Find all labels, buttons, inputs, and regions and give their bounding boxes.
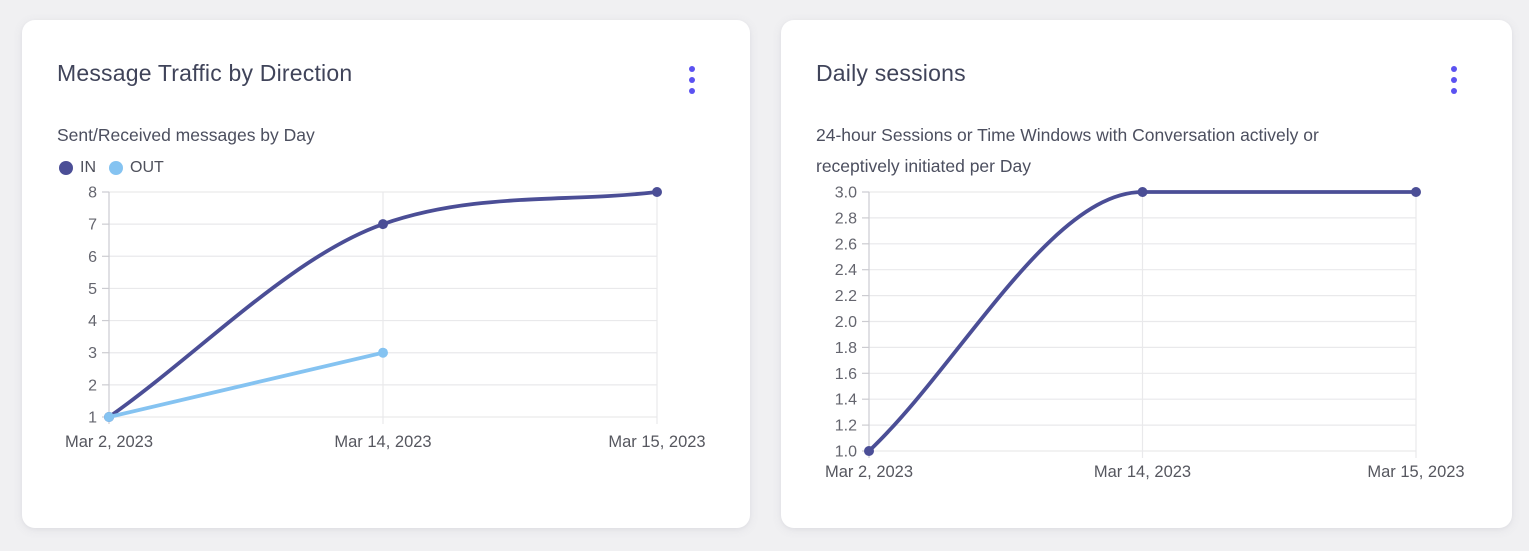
card-menu-button[interactable]	[678, 62, 706, 98]
legend-dot-icon	[109, 161, 123, 175]
y-tick-label: 2.8	[835, 210, 857, 227]
y-tick-label: 1.6	[835, 366, 857, 383]
kebab-menu-icon	[688, 76, 696, 84]
legend-label: OUT	[130, 159, 164, 176]
x-tick-label: Mar 14, 2023	[334, 433, 431, 451]
chart-legend: IN OUT	[59, 159, 164, 177]
y-tick-label: 1.0	[835, 444, 857, 461]
card-menu-button[interactable]	[1440, 62, 1468, 98]
kebab-menu-icon	[688, 87, 696, 95]
data-point-marker[interactable]	[1137, 187, 1148, 197]
legend-dot-icon	[59, 161, 73, 175]
data-point-marker[interactable]	[104, 412, 114, 422]
y-tick-label: 8	[88, 185, 97, 202]
y-tick-label: 2.2	[835, 288, 857, 305]
y-tick-label: 3.0	[835, 185, 857, 202]
chart-subtitle: Sent/Received messages by Day	[57, 125, 315, 145]
x-tick-label: Mar 15, 2023	[608, 433, 705, 451]
message-traffic-line-chart: 8 7 6 5 4 3 2 1 Mar 2, 2023 Mar 14, 2023 Mar 15, 2…	[65, 185, 706, 452]
card-title: Daily sessions	[816, 60, 966, 86]
kebab-menu-icon	[1450, 76, 1458, 84]
kebab-menu-icon	[688, 65, 696, 73]
y-tick-label: 1.4	[835, 392, 857, 409]
y-tick-label: 5	[88, 281, 97, 298]
x-tick-label: Mar 2, 2023	[65, 433, 153, 451]
data-point-marker[interactable]	[652, 187, 662, 197]
y-tick-label: 2.6	[835, 236, 857, 253]
x-tick-label: Mar 15, 2023	[1367, 463, 1464, 481]
legend-item-out[interactable]: OUT	[109, 159, 164, 177]
legend-label: IN	[80, 159, 96, 176]
data-point-marker[interactable]	[864, 446, 874, 456]
card-title: Message Traffic by Direction	[57, 60, 353, 86]
kebab-menu-icon	[1450, 87, 1458, 95]
data-point-marker[interactable]	[378, 347, 388, 358]
chart-subtitle: 24-hour Sessions or Time Windows with Co…	[816, 125, 1319, 176]
y-tick-label: 2.0	[835, 314, 857, 331]
y-tick-label: 7	[88, 217, 97, 234]
series-line-main	[867, 190, 1418, 453]
y-tick-label: 2.4	[835, 262, 857, 279]
data-point-marker[interactable]	[1411, 187, 1421, 197]
y-tick-label: 1.8	[835, 340, 857, 357]
series-line-out	[107, 350, 385, 419]
y-tick-label: 6	[88, 249, 97, 266]
y-tick-label: 2	[88, 377, 97, 394]
y-tick-label: 4	[88, 313, 97, 330]
y-tick-label: 1	[88, 410, 97, 427]
card-daily-sessions: Daily sessions 24-hour Sessions or Time …	[781, 20, 1512, 528]
x-tick-label: Mar 14, 2023	[1094, 463, 1191, 481]
kebab-menu-icon	[1450, 65, 1458, 73]
data-point-marker[interactable]	[378, 219, 388, 230]
y-tick-label: 1.2	[835, 418, 857, 435]
daily-sessions-line-chart: 3.0 2.8 2.6 2.4 2.2 2.0 1.8 1.6 1.4 1.2 1.0 Mar 2, …	[825, 185, 1465, 482]
x-tick-label: Mar 2, 2023	[825, 463, 913, 481]
y-tick-label: 3	[88, 345, 97, 362]
card-message-traffic: Message Traffic by Direction Sent/Receiv…	[22, 20, 750, 528]
legend-item-in[interactable]: IN	[59, 159, 96, 177]
